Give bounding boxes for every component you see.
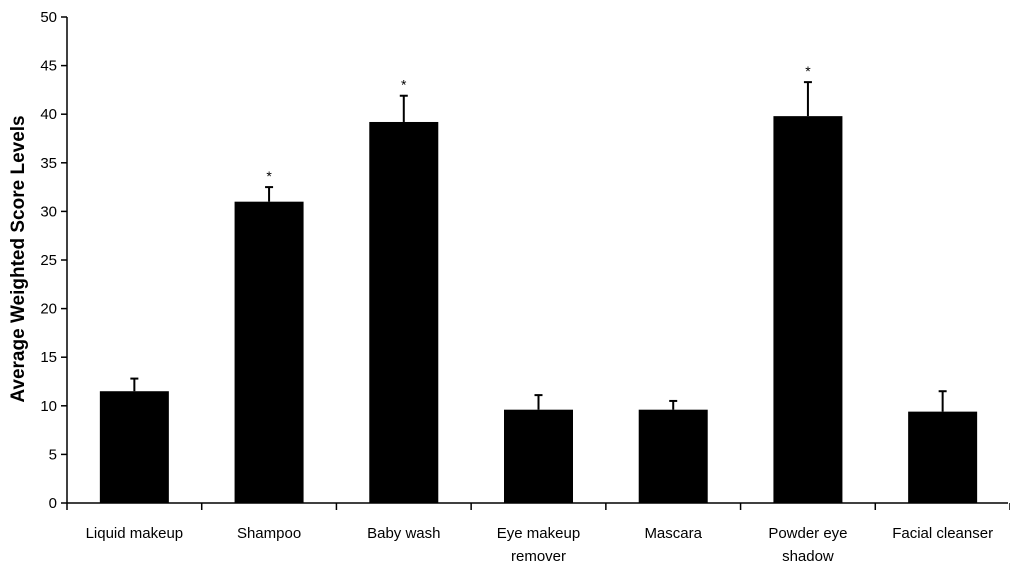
category-label: shadow	[782, 548, 834, 565]
y-tick-label: 0	[49, 495, 57, 512]
significance-marker: *	[805, 63, 811, 79]
category-label: remover	[511, 548, 566, 565]
y-tick-label: 25	[40, 252, 57, 269]
bar	[504, 409, 573, 503]
bar	[99, 391, 169, 503]
y-tick-label: 20	[40, 301, 57, 318]
bar	[638, 409, 708, 503]
category-label: Facial cleanser	[892, 525, 993, 542]
y-axis: 0 5 10 15 20 25 30 35 40 45 50	[40, 9, 68, 512]
y-tick-label: 30	[40, 203, 57, 220]
category-label: Shampoo	[237, 525, 301, 542]
y-tick-label: 35	[40, 155, 57, 172]
bar	[773, 116, 843, 504]
y-axis-label: Average Weighted Score Levels	[8, 115, 29, 402]
category-label: Powder eye	[768, 525, 847, 542]
category-label: Liquid makeup	[86, 525, 184, 542]
category-label: Mascara	[644, 525, 702, 542]
category-label: Eye makeup	[497, 525, 580, 542]
significance-marker: *	[266, 168, 272, 184]
y-tick-label: 5	[49, 446, 57, 463]
y-tick-label: 15	[40, 349, 57, 366]
category-label: Baby wash	[367, 525, 440, 542]
significance-marker: *	[401, 77, 407, 93]
bar	[908, 411, 978, 503]
category-labels: Liquid makeup Shampoo Baby wash Eye makeup r…	[86, 525, 994, 565]
bar	[234, 201, 304, 503]
x-axis	[66, 502, 1010, 510]
bar	[369, 121, 439, 503]
y-tick-label: 45	[40, 58, 57, 75]
y-tick-label: 50	[40, 9, 57, 26]
bars: * * *	[99, 63, 978, 504]
y-tick-label: 40	[40, 106, 57, 123]
y-tick-label: 10	[40, 398, 57, 415]
